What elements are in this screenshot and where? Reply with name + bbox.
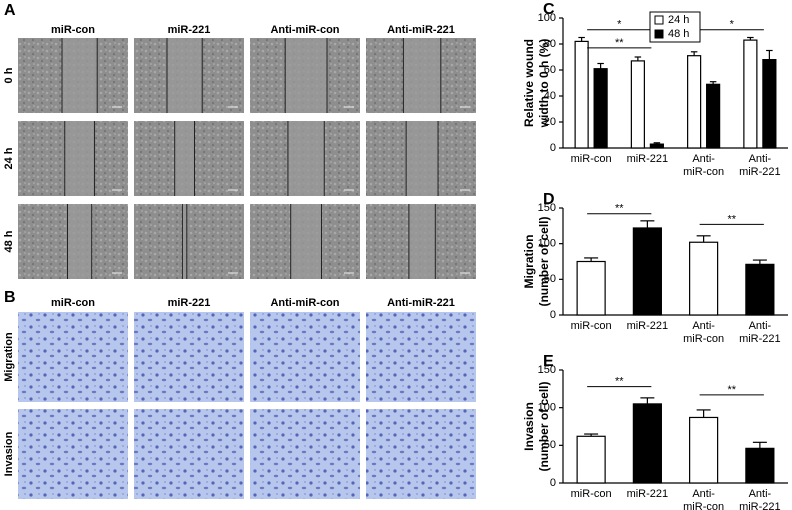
x-tick-label: miR-con	[571, 153, 612, 165]
significance-label: **	[727, 213, 736, 225]
x-tick-label: Anti-miR-221	[739, 153, 781, 178]
legend-swatch	[654, 29, 664, 39]
x-tick-label: miR-221	[627, 153, 669, 165]
wound-gap	[406, 121, 439, 196]
micrograph	[250, 312, 360, 402]
y-axis-label: (number of cell)	[537, 381, 551, 471]
y-tick-label: 0	[550, 309, 556, 321]
bar	[762, 58, 777, 149]
x-tick-label: miR-221	[627, 488, 669, 500]
bar	[576, 260, 606, 316]
column-label: Anti-miR-con	[270, 297, 339, 309]
column-label: miR-221	[168, 24, 211, 36]
wound-gap	[290, 204, 322, 279]
y-axis-label: Relative wound	[522, 39, 536, 127]
column-label: Anti-miR-221	[387, 24, 455, 36]
y-tick-label: 100	[538, 238, 556, 250]
y-axis-label: (number of cell)	[537, 216, 551, 306]
y-axis-label: width to 0 h (%)	[537, 39, 551, 129]
micrograph	[134, 409, 244, 499]
x-tick-label: miR-221	[627, 320, 669, 332]
panel-label: B	[4, 289, 16, 306]
y-tick-label: 80	[544, 38, 556, 50]
y-tick-label: 50	[544, 439, 556, 451]
wound-gap	[167, 38, 203, 113]
row-label: 48 h	[3, 230, 15, 252]
legend-label: 24 h	[668, 14, 689, 26]
bar	[632, 403, 662, 484]
bar	[632, 227, 662, 316]
x-tick-label: miR-con	[571, 488, 612, 500]
significance-label: **	[615, 203, 624, 215]
significance-label: *	[730, 19, 735, 31]
wound-gap	[285, 38, 327, 113]
row-label: Migration	[3, 332, 15, 382]
y-tick-label: 0	[550, 142, 556, 154]
micrograph	[134, 204, 244, 279]
significance-label: **	[615, 37, 624, 49]
x-tick-label: Anti-miR-221	[739, 320, 781, 345]
significance-label: **	[615, 375, 624, 387]
bar	[630, 60, 645, 149]
bar	[706, 83, 721, 149]
micrograph	[366, 312, 476, 402]
column-label: miR-con	[51, 24, 95, 36]
panel-label: D	[543, 191, 555, 208]
y-tick-label: 150	[538, 202, 556, 214]
y-tick-label: 100	[538, 12, 556, 24]
micrograph	[18, 409, 128, 499]
x-tick-label: Anti-miR-con	[683, 320, 724, 345]
significance-label: **	[727, 384, 736, 396]
micrograph	[250, 409, 360, 499]
x-tick-label: Anti-miR-con	[683, 153, 724, 178]
micrograph	[18, 312, 128, 402]
x-tick-label: Anti-miR-221	[739, 488, 781, 510]
wound-gap	[64, 121, 95, 196]
wound-gap	[408, 204, 436, 279]
legend-label: 48 h	[668, 28, 689, 40]
y-tick-label: 20	[544, 116, 556, 128]
wound-gap	[62, 38, 98, 113]
y-tick-label: 100	[538, 402, 556, 414]
x-tick-label: Anti-miR-con	[683, 488, 724, 510]
bar	[593, 68, 608, 149]
significance-label: *	[617, 19, 622, 31]
wound-gap	[182, 204, 187, 279]
y-tick-label: 0	[550, 477, 556, 489]
column-label: Anti-miR-221	[387, 297, 455, 309]
column-label: miR-con	[51, 297, 95, 309]
bar	[689, 241, 719, 316]
bar	[689, 416, 719, 484]
y-tick-label: 150	[538, 364, 556, 376]
legend-swatch	[654, 15, 664, 25]
wound-gap	[403, 38, 441, 113]
panel-label: C	[543, 1, 555, 18]
row-label: 0 h	[3, 67, 15, 83]
bar	[743, 39, 758, 149]
bar	[576, 435, 606, 484]
column-label: Anti-miR-con	[270, 24, 339, 36]
bar	[687, 55, 702, 149]
panel-label: A	[4, 2, 16, 19]
bar	[649, 143, 664, 149]
column-label: miR-221	[168, 297, 211, 309]
micrograph	[134, 312, 244, 402]
bar	[574, 40, 589, 149]
row-label: 24 h	[3, 147, 15, 169]
panel-label: E	[543, 353, 554, 370]
y-tick-label: 40	[544, 90, 556, 102]
row-label: Invasion	[3, 431, 15, 476]
bar	[745, 263, 775, 316]
y-tick-label: 60	[544, 64, 556, 76]
x-tick-label: miR-con	[571, 320, 612, 332]
micrograph	[366, 409, 476, 499]
bar	[745, 447, 775, 484]
wound-gap	[174, 121, 195, 196]
y-axis-label: Invasion	[522, 402, 536, 451]
wound-gap	[67, 204, 92, 279]
y-tick-label: 50	[544, 273, 556, 285]
y-axis-label: Migration	[522, 235, 536, 289]
wound-gap	[287, 121, 325, 196]
